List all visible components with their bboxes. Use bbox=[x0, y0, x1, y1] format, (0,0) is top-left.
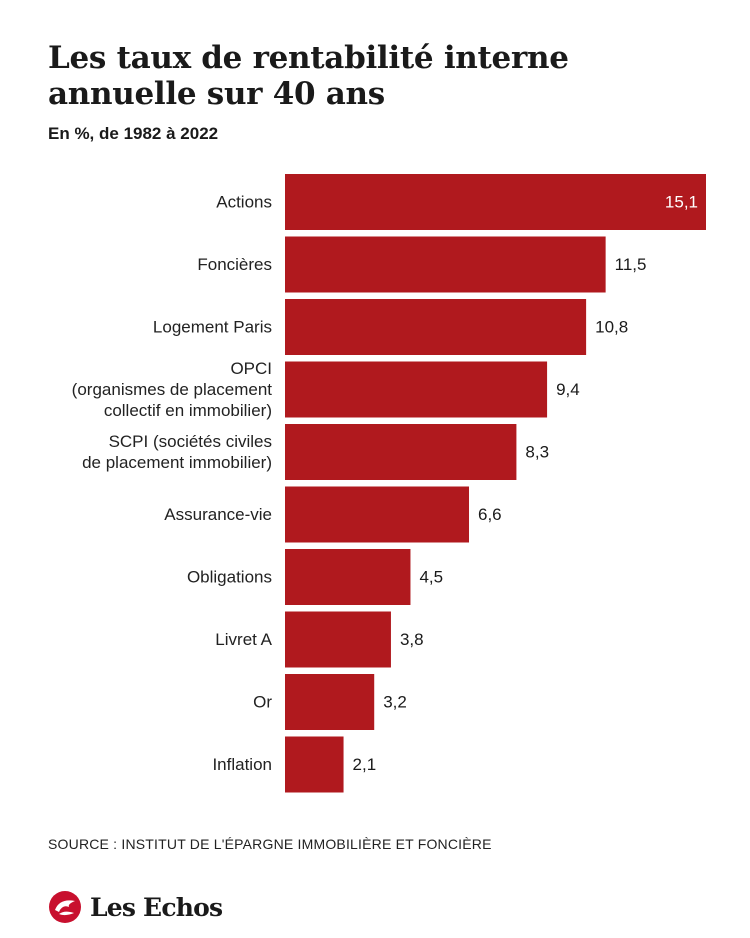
value-label-2: 10,8 bbox=[595, 318, 628, 337]
category-label-4: SCPI (sociétés civiles de placement immob… bbox=[82, 432, 272, 472]
category-label-1: Foncières bbox=[197, 255, 272, 274]
category-label-6: Obligations bbox=[187, 568, 272, 587]
bar-1 bbox=[285, 236, 606, 293]
bar-4 bbox=[285, 424, 517, 480]
value-label-9: 2,1 bbox=[353, 755, 377, 774]
chart-title: Les taux de rentabilité interne annuelle… bbox=[48, 40, 569, 112]
value-label-8: 3,2 bbox=[383, 693, 407, 712]
value-label-6: 4,5 bbox=[419, 568, 443, 587]
bar-9 bbox=[285, 736, 344, 793]
category-label-2: Logement Paris bbox=[153, 318, 272, 337]
les-echos-logo-icon bbox=[49, 891, 81, 923]
bar-7 bbox=[285, 611, 391, 668]
category-label-3: OPCI (organismes de placement collectif en… bbox=[72, 359, 273, 420]
bar-3 bbox=[285, 361, 548, 418]
value-label-3: 9,4 bbox=[556, 380, 580, 399]
bar-2 bbox=[285, 299, 587, 355]
bar-8 bbox=[285, 674, 375, 730]
category-label-5: Assurance-vie bbox=[164, 505, 272, 524]
bar-5 bbox=[285, 486, 470, 543]
category-label-8: Or bbox=[253, 693, 272, 712]
value-label-1: 11,5 bbox=[615, 255, 647, 274]
brand-name: Les Echos bbox=[90, 892, 223, 922]
bar-0 bbox=[285, 174, 706, 230]
source-note: SOURCE : INSTITUT DE L'ÉPARGNE IMMOBILIÈ… bbox=[48, 836, 492, 852]
value-label-5: 6,6 bbox=[478, 505, 502, 524]
value-label-7: 3,8 bbox=[400, 630, 424, 649]
category-label-9: Inflation bbox=[212, 755, 272, 774]
brand: Les Echos bbox=[48, 889, 223, 925]
category-label-7: Livret A bbox=[215, 630, 272, 649]
bar-chart: Actions 15,1 Foncières 11,5 Logement Paris 10… bbox=[72, 174, 706, 793]
category-label-0: Actions bbox=[216, 193, 272, 212]
bar-6 bbox=[285, 549, 411, 605]
value-label-4: 8,3 bbox=[525, 443, 549, 462]
value-label-0: 15,1 bbox=[665, 193, 698, 212]
chart-subtitle: En %, de 1982 à 2022 bbox=[48, 124, 219, 143]
